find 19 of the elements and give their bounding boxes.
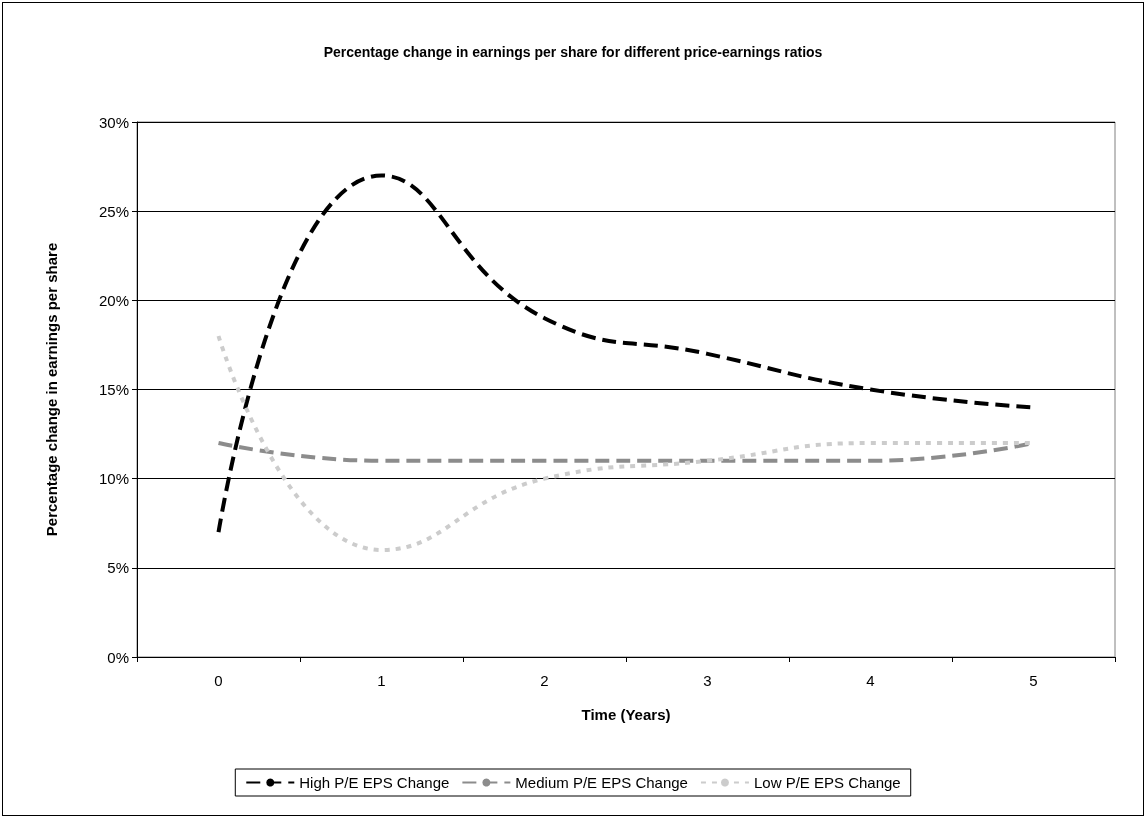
y-tick-label: 20% — [98, 291, 129, 309]
legend-label: High P/E EPS Change — [299, 774, 450, 791]
y-tick-label: 0% — [107, 648, 129, 666]
y-tick-label: 15% — [98, 381, 129, 398]
y-tick-label: 30% — [98, 113, 129, 131]
x-tick-label: 4 — [866, 672, 875, 689]
x-tick-label: 0 — [214, 672, 223, 689]
x-tick-label: 5 — [1029, 672, 1038, 689]
legend-label: Medium P/E EPS Change — [515, 774, 688, 791]
x-tick-label: 1 — [377, 672, 386, 689]
x-tick-label: 2 — [540, 672, 549, 689]
x-axis-title: Time (Years) — [581, 706, 671, 723]
chart-title: Percentage change in earnings per share for different price-earnings ratios — [323, 44, 823, 60]
y-tick-label: 25% — [98, 202, 129, 220]
y-axis-title: Percentage change in earnings per share — [43, 242, 60, 537]
legend-label: Low P/E EPS Change — [753, 774, 901, 791]
x-tick-label: 3 — [703, 672, 712, 689]
y-tick-label: 5% — [107, 559, 129, 577]
y-tick-label: 10% — [98, 470, 129, 488]
